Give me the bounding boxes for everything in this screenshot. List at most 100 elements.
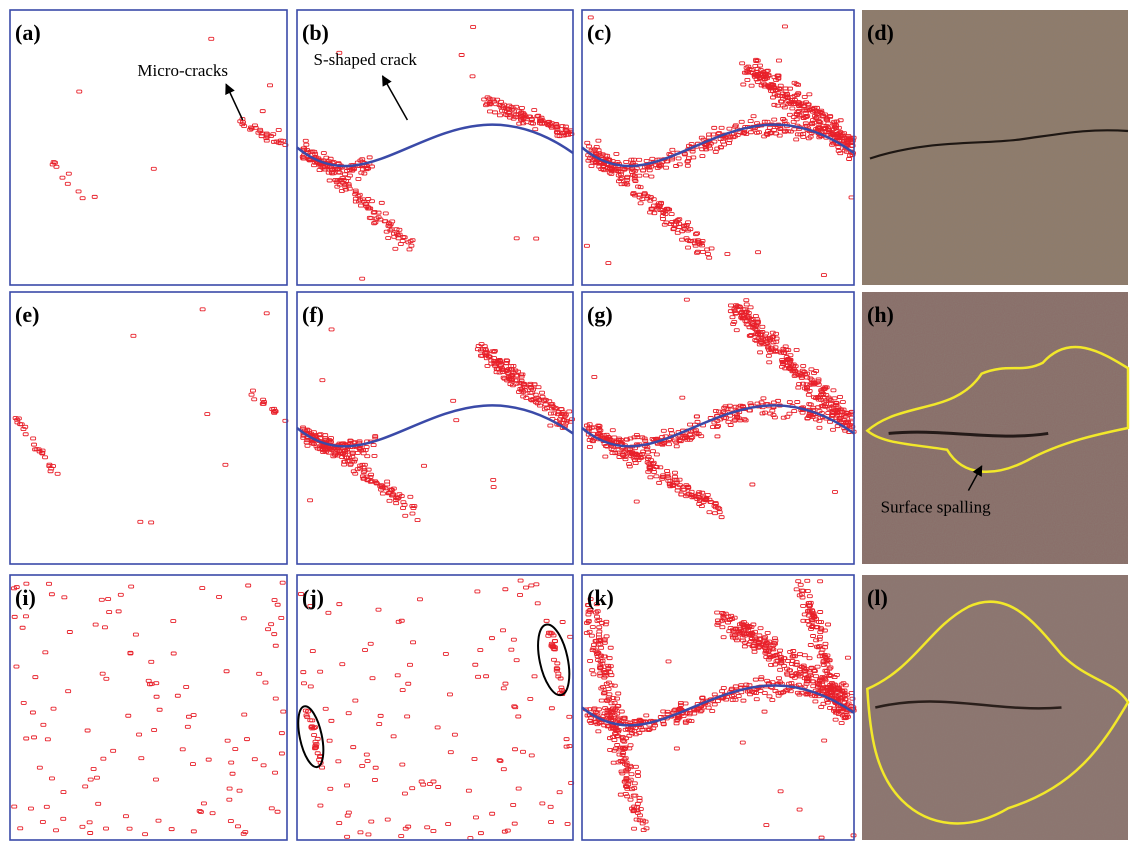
crack-mark bbox=[346, 811, 351, 814]
crack-mark bbox=[435, 726, 440, 729]
crack-mark bbox=[410, 787, 415, 790]
crack-mark bbox=[273, 771, 278, 774]
crack-mark bbox=[608, 646, 613, 649]
crack-mark bbox=[197, 809, 202, 812]
crack-mark bbox=[674, 747, 679, 750]
crack-mark bbox=[186, 715, 191, 718]
crack-mark bbox=[131, 334, 136, 337]
crack-mark bbox=[372, 778, 377, 781]
panel-label: (c) bbox=[587, 20, 611, 45]
crack-mark bbox=[308, 499, 313, 502]
crack-mark bbox=[540, 391, 545, 394]
crack-mark bbox=[823, 646, 828, 649]
crack-mark bbox=[87, 821, 92, 824]
crack-mark bbox=[603, 455, 608, 458]
crack-mark bbox=[104, 827, 109, 830]
crack-mark bbox=[767, 126, 772, 129]
crack-mark bbox=[233, 748, 238, 751]
crack-mark bbox=[361, 452, 366, 455]
crack-mark bbox=[687, 240, 692, 243]
crack-mark bbox=[353, 699, 358, 702]
crack-mark bbox=[511, 803, 516, 806]
crack-mark bbox=[61, 817, 66, 820]
crack-mark bbox=[501, 768, 506, 771]
crack-mark bbox=[401, 235, 406, 238]
crack-mark bbox=[116, 610, 121, 613]
crack-mark bbox=[503, 682, 508, 685]
crack-mark bbox=[315, 737, 320, 740]
crack-mark bbox=[838, 152, 843, 155]
crack-mark bbox=[276, 128, 281, 131]
crack-mark bbox=[380, 492, 385, 495]
crack-mark bbox=[323, 707, 328, 710]
panel-frame bbox=[582, 292, 854, 564]
crack-mark bbox=[269, 807, 274, 810]
crack-mark bbox=[85, 729, 90, 732]
crack-mark bbox=[321, 152, 326, 155]
highlight-ellipse bbox=[533, 622, 575, 698]
crack-mark bbox=[797, 808, 802, 811]
crack-mark bbox=[88, 832, 93, 835]
crack-mark bbox=[664, 166, 669, 169]
crack-mark bbox=[796, 580, 801, 583]
crack-mark bbox=[801, 604, 806, 607]
crack-mark bbox=[624, 160, 629, 163]
crack-mark bbox=[814, 639, 819, 642]
crack-mark bbox=[794, 118, 799, 121]
crack-mark bbox=[840, 401, 845, 404]
crack-mark bbox=[171, 620, 176, 623]
crack-mark bbox=[588, 659, 593, 662]
crack-mark bbox=[133, 633, 138, 636]
crack-mark bbox=[761, 397, 766, 400]
crack-mark bbox=[551, 658, 556, 661]
crack-mark bbox=[345, 814, 350, 817]
crack-mark bbox=[422, 464, 427, 467]
crack-mark bbox=[210, 812, 215, 815]
crack-mark bbox=[32, 736, 37, 739]
crack-mark bbox=[586, 619, 591, 622]
crack-mark bbox=[612, 701, 617, 704]
crack-mark bbox=[516, 787, 521, 790]
crack-mark bbox=[596, 636, 601, 639]
crack-mark bbox=[406, 682, 411, 685]
crack-mark bbox=[376, 608, 381, 611]
crack-mark bbox=[807, 595, 812, 598]
crack-mark bbox=[104, 677, 109, 680]
panel bbox=[582, 10, 856, 285]
crack-mark bbox=[482, 98, 487, 101]
panel bbox=[294, 575, 575, 840]
crack-mark bbox=[154, 695, 159, 698]
crack-mark bbox=[513, 748, 518, 751]
crack-mark bbox=[680, 396, 685, 399]
crack-mark bbox=[343, 173, 348, 176]
crack-mark bbox=[340, 663, 345, 666]
panel bbox=[297, 292, 574, 564]
crack-mark bbox=[731, 323, 736, 326]
crack-mark bbox=[472, 757, 477, 760]
crack-mark bbox=[511, 638, 516, 641]
annotation-arrow bbox=[383, 76, 408, 120]
crack-mark bbox=[584, 244, 589, 247]
crack-mark bbox=[18, 827, 23, 830]
crack-mark bbox=[641, 169, 646, 172]
crack-mark bbox=[129, 585, 134, 588]
s-curve bbox=[297, 125, 573, 166]
crack-mark bbox=[241, 617, 246, 620]
crack-mark bbox=[408, 495, 413, 498]
crack-mark bbox=[312, 734, 317, 737]
crack-mark bbox=[822, 739, 827, 742]
crack-mark bbox=[83, 785, 88, 788]
crack-mark bbox=[776, 694, 781, 697]
crack-mark bbox=[217, 595, 222, 598]
crack-mark bbox=[679, 493, 684, 496]
crack-mark bbox=[686, 221, 691, 224]
crack-mark bbox=[400, 763, 405, 766]
crack-mark bbox=[368, 642, 373, 645]
crack-mark bbox=[410, 504, 415, 507]
crack-mark bbox=[28, 807, 33, 810]
crack-mark bbox=[466, 789, 471, 792]
crack-mark bbox=[329, 328, 334, 331]
crack-mark bbox=[529, 584, 534, 587]
crack-mark bbox=[351, 470, 356, 473]
crack-mark bbox=[567, 715, 572, 718]
